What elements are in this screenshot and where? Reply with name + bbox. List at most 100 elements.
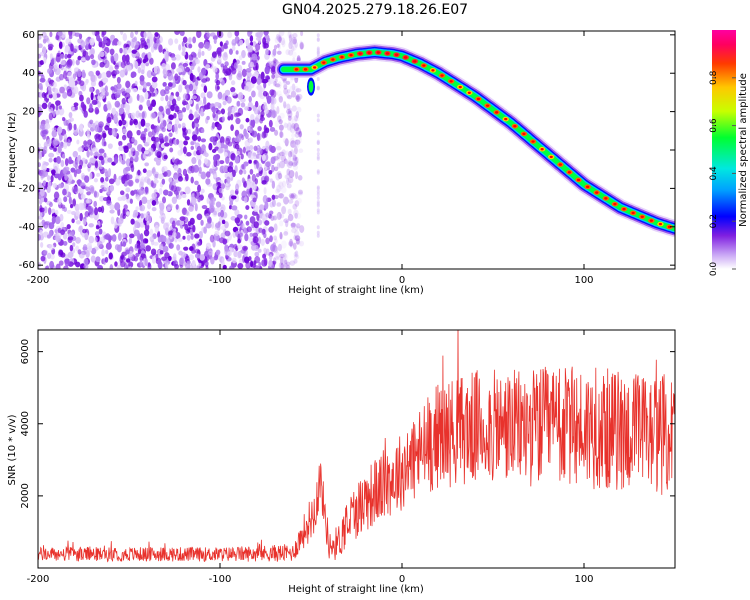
noise-speckle [121,54,127,63]
noise-speckle [167,72,174,81]
noise-speckle [60,252,66,258]
snr-xlabel: Height of straight line (km) [288,584,424,595]
noise-speckle [156,38,161,47]
ridge-core [604,197,608,200]
noise-speckle [262,90,268,97]
noise-speckle [227,165,234,173]
noise-speckle [96,172,101,177]
noise-speckle [159,250,164,255]
noise-speckle [162,189,169,196]
noise-speckle [241,60,246,65]
noise-speckle [220,142,225,149]
noise-speckle [291,133,296,138]
noise-speckle [299,225,305,233]
noise-speckle [41,102,48,110]
noise-speckle [94,236,98,244]
noise-speckle [127,179,134,187]
noise-speckle [237,244,243,250]
noise-speckle [291,118,297,126]
noise-speckle [62,70,68,79]
noise-speckle [203,96,207,105]
noise-speckle [262,104,268,111]
noise-speckle [291,51,297,58]
noise-speckle [239,124,244,130]
ridge-core [504,117,508,121]
noise-speckle [103,141,107,147]
noise-speckle [293,251,297,257]
noise-speckle [275,153,282,161]
noise-speckle [157,261,163,269]
noise-speckle [39,123,46,130]
noise-speckle [88,223,94,228]
noise-speckle [75,245,80,252]
noise-speckle [171,156,176,163]
noise-speckle [62,167,67,175]
noise-speckle [286,168,291,176]
ridge-core [513,125,517,128]
noise-speckle [257,236,262,245]
noise-speckle [274,77,278,83]
noise-speckle [48,93,53,99]
noise-speckle [168,38,174,46]
noise-speckle [144,186,149,192]
noise-speckle [289,242,294,248]
noise-speckle [276,43,280,48]
ridge-core [640,215,644,218]
noise-speckle [46,252,52,259]
noise-speckle [289,194,295,200]
noise-speckle [192,224,196,233]
noise-speckle [284,81,291,86]
noise-speckle [48,244,55,251]
noise-speckle [222,165,228,173]
noise-speckle [95,225,100,230]
noise-speckle [166,100,171,107]
noise-speckle [177,123,182,129]
noise-speckle [268,254,273,261]
noise-speckle [51,127,57,132]
noise-speckle [273,82,279,88]
ridge-core [622,207,626,211]
noise-speckle [280,37,286,46]
noise-speckle [86,134,91,139]
noise-speckle [144,44,149,50]
noise-speckle [249,232,254,237]
noise-speckle [316,33,320,38]
noise-speckle [84,175,90,183]
noise-speckle [82,218,87,226]
noise-speckle [198,41,205,49]
noise-speckle [162,235,167,243]
ridge-core [540,148,544,151]
noise-speckle [109,264,114,269]
noise-speckle [151,128,156,137]
noise-speckle [142,168,147,174]
noise-speckle [196,213,203,221]
noise-speckle [79,94,84,102]
ridge-core [586,185,590,189]
noise-speckle [198,262,202,267]
noise-speckle [39,229,43,236]
noise-speckle [38,234,42,241]
noise-speckle [198,230,203,239]
noise-speckle [316,169,320,174]
noise-speckle [112,73,117,79]
noise-speckle [291,83,296,91]
noise-speckle [215,201,222,208]
noise-speckle [294,200,300,207]
noise-speckle [214,83,220,92]
noise-speckle [48,157,53,163]
noise-speckle [247,51,252,58]
noise-speckle [48,90,52,95]
noise-speckle [283,218,290,224]
noise-speckle [189,217,195,225]
noise-speckle [283,87,288,95]
noise-speckle [136,195,141,201]
noise-speckle [280,155,286,162]
noise-speckle [130,71,137,78]
noise-speckle [217,147,224,154]
noise-speckle [294,115,298,122]
noise-speckle [299,40,303,49]
noise-speckle [295,116,300,122]
noise-speckle [108,252,113,260]
noise-speckle [219,216,223,223]
noise-speckle [289,38,295,47]
